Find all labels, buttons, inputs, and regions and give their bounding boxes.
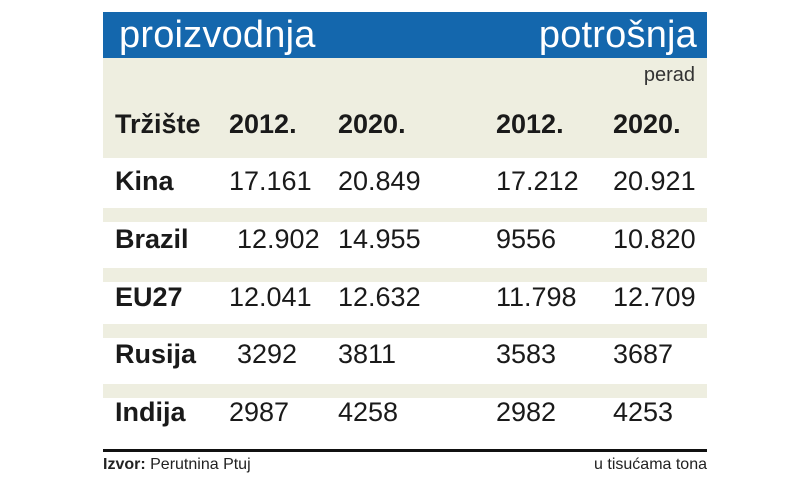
header-band: perad: [103, 58, 707, 158]
table-cell: 10.820: [613, 224, 696, 254]
consumption-title: potrošnja: [538, 14, 697, 56]
table-cell: 12.632: [338, 282, 421, 312]
table-graphic: proizvodnja potrošnja perad Tržište 2012…: [103, 12, 707, 474]
production-title: proizvodnja: [119, 14, 316, 56]
row-label-brazil: Brazil: [115, 224, 189, 254]
column-header-production-2012: 2012.: [229, 109, 297, 139]
table-cell: 12.902: [237, 224, 320, 254]
header-bar: proizvodnja potrošnja: [103, 12, 707, 58]
table-cell: 2987: [229, 397, 290, 427]
table-cell: 20.849: [338, 166, 421, 196]
table-cell: 12.041: [229, 282, 312, 312]
source-label: Izvor:: [103, 456, 146, 473]
table-cell: 14.955: [338, 224, 421, 254]
table-cell: 20.921: [613, 166, 696, 196]
table-cell: 17.161: [229, 166, 312, 196]
table-cell: 17.212: [496, 166, 579, 196]
row-label-rusija: Rusija: [115, 339, 197, 369]
table-cell: 3687: [613, 339, 674, 369]
table-cell: 12.709: [613, 282, 696, 312]
table-cell: 9556: [496, 224, 557, 254]
column-header-consumption-2020: 2020.: [613, 109, 681, 139]
unit-note: u tisućama tona: [594, 456, 707, 473]
source-note: Izvor: Perutnina Ptuj: [103, 456, 251, 474]
column-header-production-2020: 2020.: [338, 109, 406, 139]
row-label-kina: Kina: [115, 166, 174, 196]
column-header-market: Tržište: [115, 109, 201, 139]
row-band: [103, 208, 707, 222]
table-cell: 11.798: [496, 282, 577, 312]
table-cell: 2982: [496, 397, 557, 427]
row-label-indija: Indija: [115, 397, 186, 427]
row-label-eu27: EU27: [115, 282, 183, 312]
table-cell: 3292: [237, 339, 298, 369]
table-cell: 3583: [496, 339, 557, 369]
row-band: [103, 384, 707, 398]
source-value: Perutnina Ptuj: [150, 456, 251, 473]
subtitle: perad: [643, 64, 695, 86]
table-cell: 3811: [338, 339, 397, 369]
row-band: [103, 268, 707, 282]
row-band: [103, 324, 707, 338]
table-cell: 4253: [613, 397, 674, 427]
bottom-rule: [103, 449, 707, 452]
column-header-consumption-2012: 2012.: [496, 109, 564, 139]
table-cell: 4258: [338, 397, 399, 427]
